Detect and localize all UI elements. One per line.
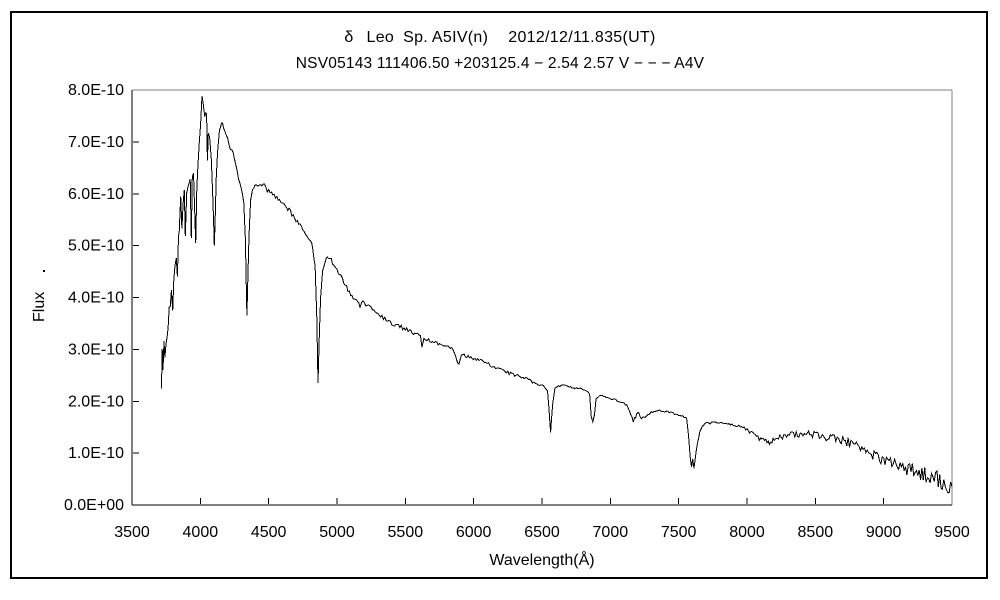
y-axis-stray-dot [43, 270, 45, 272]
star-name: Leo [366, 29, 395, 46]
spectrum-line [161, 95, 953, 494]
image-border [10, 11, 988, 579]
chart-title: δ Leo Sp. A5IV(n) 2012/12/11.835(UT) [0, 29, 1000, 47]
x-tick-label: 4500 [251, 524, 287, 541]
y-tick-label: 5.0E-10 [68, 238, 124, 255]
x-tick-label: 9500 [934, 524, 970, 541]
y-tick-label: 0.0E+00 [64, 497, 124, 514]
y-tick-label: 8.0E-10 [68, 82, 124, 99]
spectral-type: Sp. A5IV(n) [403, 29, 489, 46]
y-tick-label: 7.0E-10 [68, 134, 124, 151]
y-tick-label: 6.0E-10 [68, 186, 124, 203]
y-axis-title: Flux [31, 292, 48, 322]
star-greek-letter: δ [344, 29, 354, 46]
x-tick-label: 7500 [661, 524, 697, 541]
y-tick-label: 2.0E-10 [68, 393, 124, 410]
y-tick-label: 4.0E-10 [68, 290, 124, 307]
chart-subtitle: NSV05143 111406.50 +203125.4 − 2.54 2.57… [295, 55, 705, 72]
x-axis-title: Wavelength(Å) [489, 550, 594, 569]
y-tick-label: 1.0E-10 [68, 445, 124, 462]
x-tick-label: 6500 [524, 524, 560, 541]
x-tick-label: 9000 [866, 524, 902, 541]
x-tick-label: 5000 [319, 524, 355, 541]
x-tick-label: 8000 [729, 524, 765, 541]
x-tick-label: 8500 [798, 524, 834, 541]
x-tick-label: 6000 [456, 524, 492, 541]
observation-date: 2012/12/11.835(UT) [508, 29, 656, 46]
x-tick-label: 5500 [388, 524, 424, 541]
x-tick-label: 4000 [183, 524, 219, 541]
x-tick-label: 3500 [114, 524, 150, 541]
x-tick-label: 7000 [593, 524, 629, 541]
y-tick-label: 3.0E-10 [68, 341, 124, 358]
